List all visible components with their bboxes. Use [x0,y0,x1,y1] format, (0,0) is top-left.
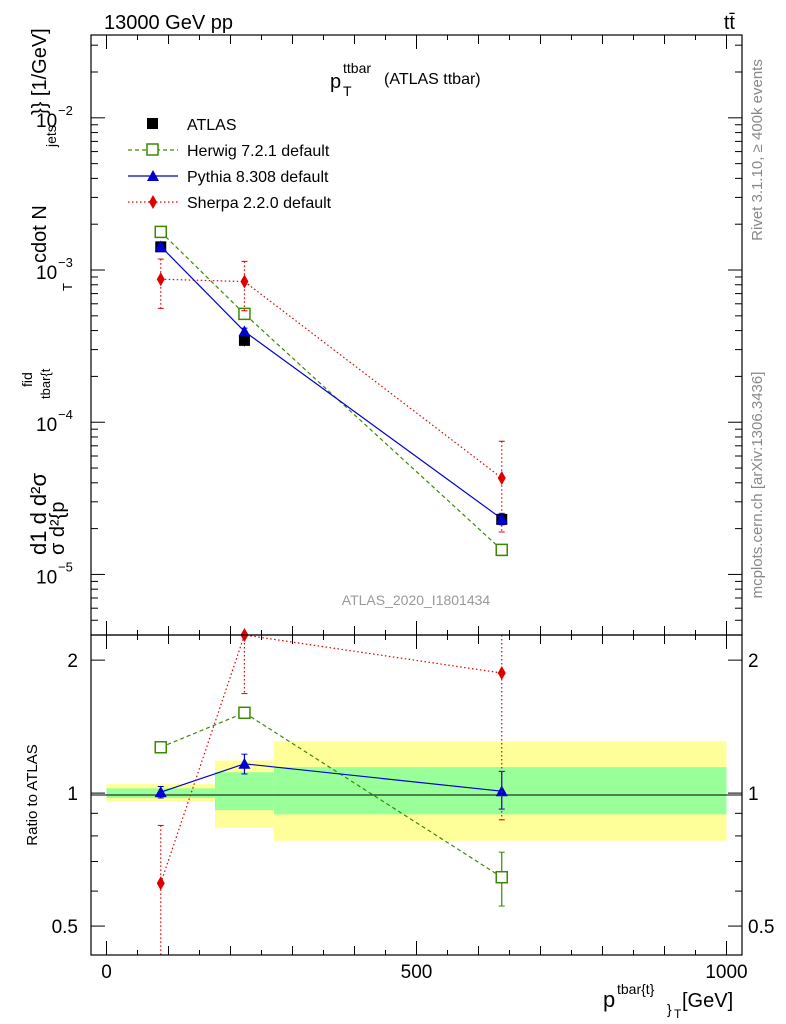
header-process: tt̄ [724,12,736,34]
legend-item-herwig: Herwig 7.2.1 default [128,143,330,160]
ratio-point-herwig [154,741,167,754]
xlabel-sub2: T [674,1007,682,1021]
main-point-herwig [238,307,251,321]
legend-label-sherpa: Sherpa 2.2.0 default [187,195,332,212]
legend: ATLAS Herwig 7.2.1 default Pythia 8.308 … [128,117,332,212]
main-line-sherpa [160,278,503,479]
ratio-xlabel: p tbar{t} } T [GeV] [603,981,733,1021]
main-ytick-label: 10 [36,111,57,132]
main-point-herwig [154,225,167,239]
mcplots-label: mcplots.cern.ch [arXiv:1306.3436] [749,372,766,599]
main-ytick-exponent: −4 [58,407,73,422]
ratio-point-pythia [495,785,508,797]
ratio-band-inner [215,772,274,811]
analysis-watermark: ATLAS_2020_I1801434 [342,592,491,608]
ratio-ytick-label: 0.5 [52,917,78,938]
ylabel-lead: d1 d d²σ [26,473,51,555]
main-series [154,225,508,557]
main-line-pythia [160,245,503,520]
ratio-ticks: 0.5 0.5 1 1 2 2 0 500 1000 [52,635,774,983]
ylabel-tail: cdot N [29,205,51,263]
ratio-series [154,628,508,956]
ratio-ytick-label-right: 2 [748,651,759,672]
ratio-panel: 0.5 0.5 1 1 2 2 0 500 1000 Ratio to ATLAS p tbar… [24,628,774,1021]
main-ytick-label: 10 [36,263,57,284]
main-ytick-exponent: −2 [58,103,73,118]
xlabel-main: p [603,987,615,1012]
legend-label-atlas: ATLAS [187,117,237,134]
ratio-ytick-label: 2 [67,651,78,672]
ratio-point-pythia [238,757,251,769]
ratio-frame [90,634,743,956]
legend-marker-atlas [147,118,158,129]
ratio-point-herwig [238,706,251,720]
ratio-xtick-label: 500 [401,962,433,983]
ratio-point-sherpa [156,876,165,891]
ratio-point-herwig [495,870,508,884]
ratio-point-sherpa [497,666,506,681]
main-point-atlas [238,334,250,346]
main-point-pythia [238,325,251,337]
main-point-herwig [495,543,508,557]
ratio-ytick-label-right: 0.5 [748,917,774,938]
main-ticks: 10−510−410−310−2 [36,35,742,636]
ylabel-sup: fid [19,372,35,387]
title-sup: ttbar [343,60,371,76]
main-point-sherpa [497,471,506,486]
main-ytick-exponent: −3 [58,255,73,270]
ylabel-sub: T [60,283,75,291]
legend-item-pythia: Pythia 8.308 default [128,169,329,186]
main-title: p ttbar T (ATLAS ttbar) [330,60,481,99]
main-ytick-label: 10 [36,415,57,436]
ratio-xtick-label: 1000 [705,962,747,983]
ylabel-sup2: tbar{t [38,368,53,399]
title-sub: T [343,83,352,99]
ratio-point-pythia [154,786,167,798]
ylabel-end: }} [1/GeV] [29,28,51,115]
ratio-ylabel: Ratio to ATLAS [24,744,41,845]
ratio-line-herwig [160,712,503,878]
main-ytick-label: 10 [36,567,57,588]
ratio-ytick-label: 1 [67,784,78,805]
title-main: p [330,71,341,93]
main-line-herwig [160,231,503,551]
legend-marker-pythia [147,170,159,181]
ylabel-denominator: σ d²{p [47,502,69,556]
main-point-pythia [154,240,167,252]
ratio-bands [106,741,727,841]
main-ylabel: d1 d d²σ fid σ d²{p tbar{t T cdot N jets… [19,28,75,555]
xlabel-rest: [GeV] [682,990,733,1012]
xlabel-sup: tbar{t} [617,981,655,997]
ylabel-sub2: jets [43,125,59,148]
legend-label-pythia: Pythia 8.308 default [187,169,329,186]
rivet-label: Rivet 3.1.10, ≥ 400k events [749,59,766,241]
ratio-xtick-label: 0 [101,962,112,983]
legend-label-herwig: Herwig 7.2.1 default [187,143,330,160]
title-rest: (ATLAS ttbar) [384,71,481,88]
xlabel-sub: } [667,1001,672,1017]
main-panel: 10−510−410−310−2 p ttbar T (ATLAS ttbar)… [19,28,743,636]
legend-marker-herwig [146,143,159,156]
legend-item-sherpa: Sherpa 2.2.0 default [128,195,332,212]
main-point-pythia [495,512,508,524]
ratio-ytick-label-right: 1 [748,784,759,805]
main-point-sherpa [240,274,249,289]
main-ytick-exponent: −5 [58,559,73,574]
legend-item-atlas: ATLAS [147,117,237,134]
legend-marker-sherpa [149,195,157,209]
main-point-sherpa [156,272,165,287]
header-energy: 13000 GeV pp [104,12,233,34]
